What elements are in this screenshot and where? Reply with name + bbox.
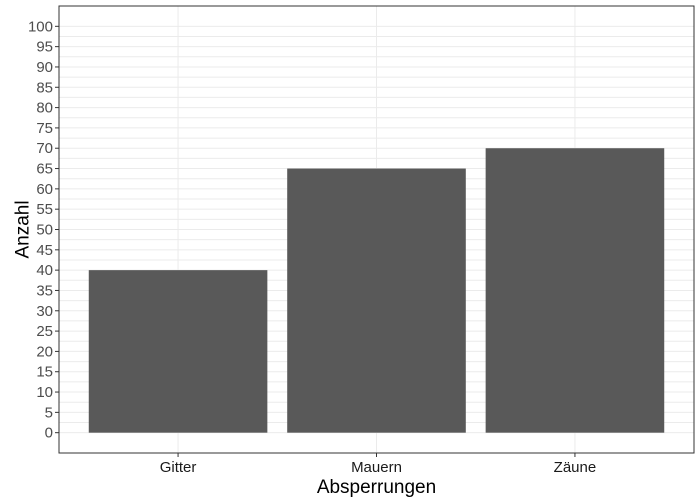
y-tick-label: 50: [36, 222, 53, 239]
x-tick-label: Mauern: [351, 459, 402, 476]
y-tick-label: 55: [36, 201, 53, 218]
y-tick-label: 35: [36, 282, 53, 299]
y-tick-label: 10: [36, 384, 53, 401]
y-tick-label: 65: [36, 161, 53, 178]
y-tick-label: 15: [36, 364, 53, 381]
bar-layer: [88, 148, 665, 433]
y-tick-label: 45: [36, 242, 53, 259]
y-tick-label: 90: [36, 59, 53, 76]
x-tick-label: Zäune: [554, 459, 597, 476]
x-axis: Gitter Mauern Zäune: [160, 453, 596, 476]
x-tick-label: Gitter: [160, 459, 197, 476]
bar-z-une: [485, 148, 665, 433]
y-axis-title: Anzahl: [13, 200, 34, 258]
y-tick-label: 85: [36, 79, 53, 96]
y-tick-label: 5: [45, 404, 53, 421]
y-tick-label: 0: [45, 425, 53, 442]
x-axis-title: Absperrungen: [317, 477, 436, 498]
y-tick-label: 25: [36, 323, 53, 340]
y-tick-label: 70: [36, 140, 53, 157]
y-tick-label: 30: [36, 303, 53, 320]
y-axis: 0 5 10 15 20 25 30 35 40 45 50 55 60 65 70 75 80 85 90 95 10…: [28, 18, 59, 442]
y-tick-label: 75: [36, 120, 53, 137]
y-tick-label: 20: [36, 343, 53, 360]
y-tick-label: 100: [28, 18, 53, 35]
bar-mauern: [287, 168, 466, 433]
y-tick-label: 40: [36, 262, 53, 279]
y-tick-label: 80: [36, 100, 53, 117]
bar-gitter: [88, 270, 268, 433]
y-tick-label: 60: [36, 181, 53, 198]
y-tick-label: 95: [36, 39, 53, 56]
